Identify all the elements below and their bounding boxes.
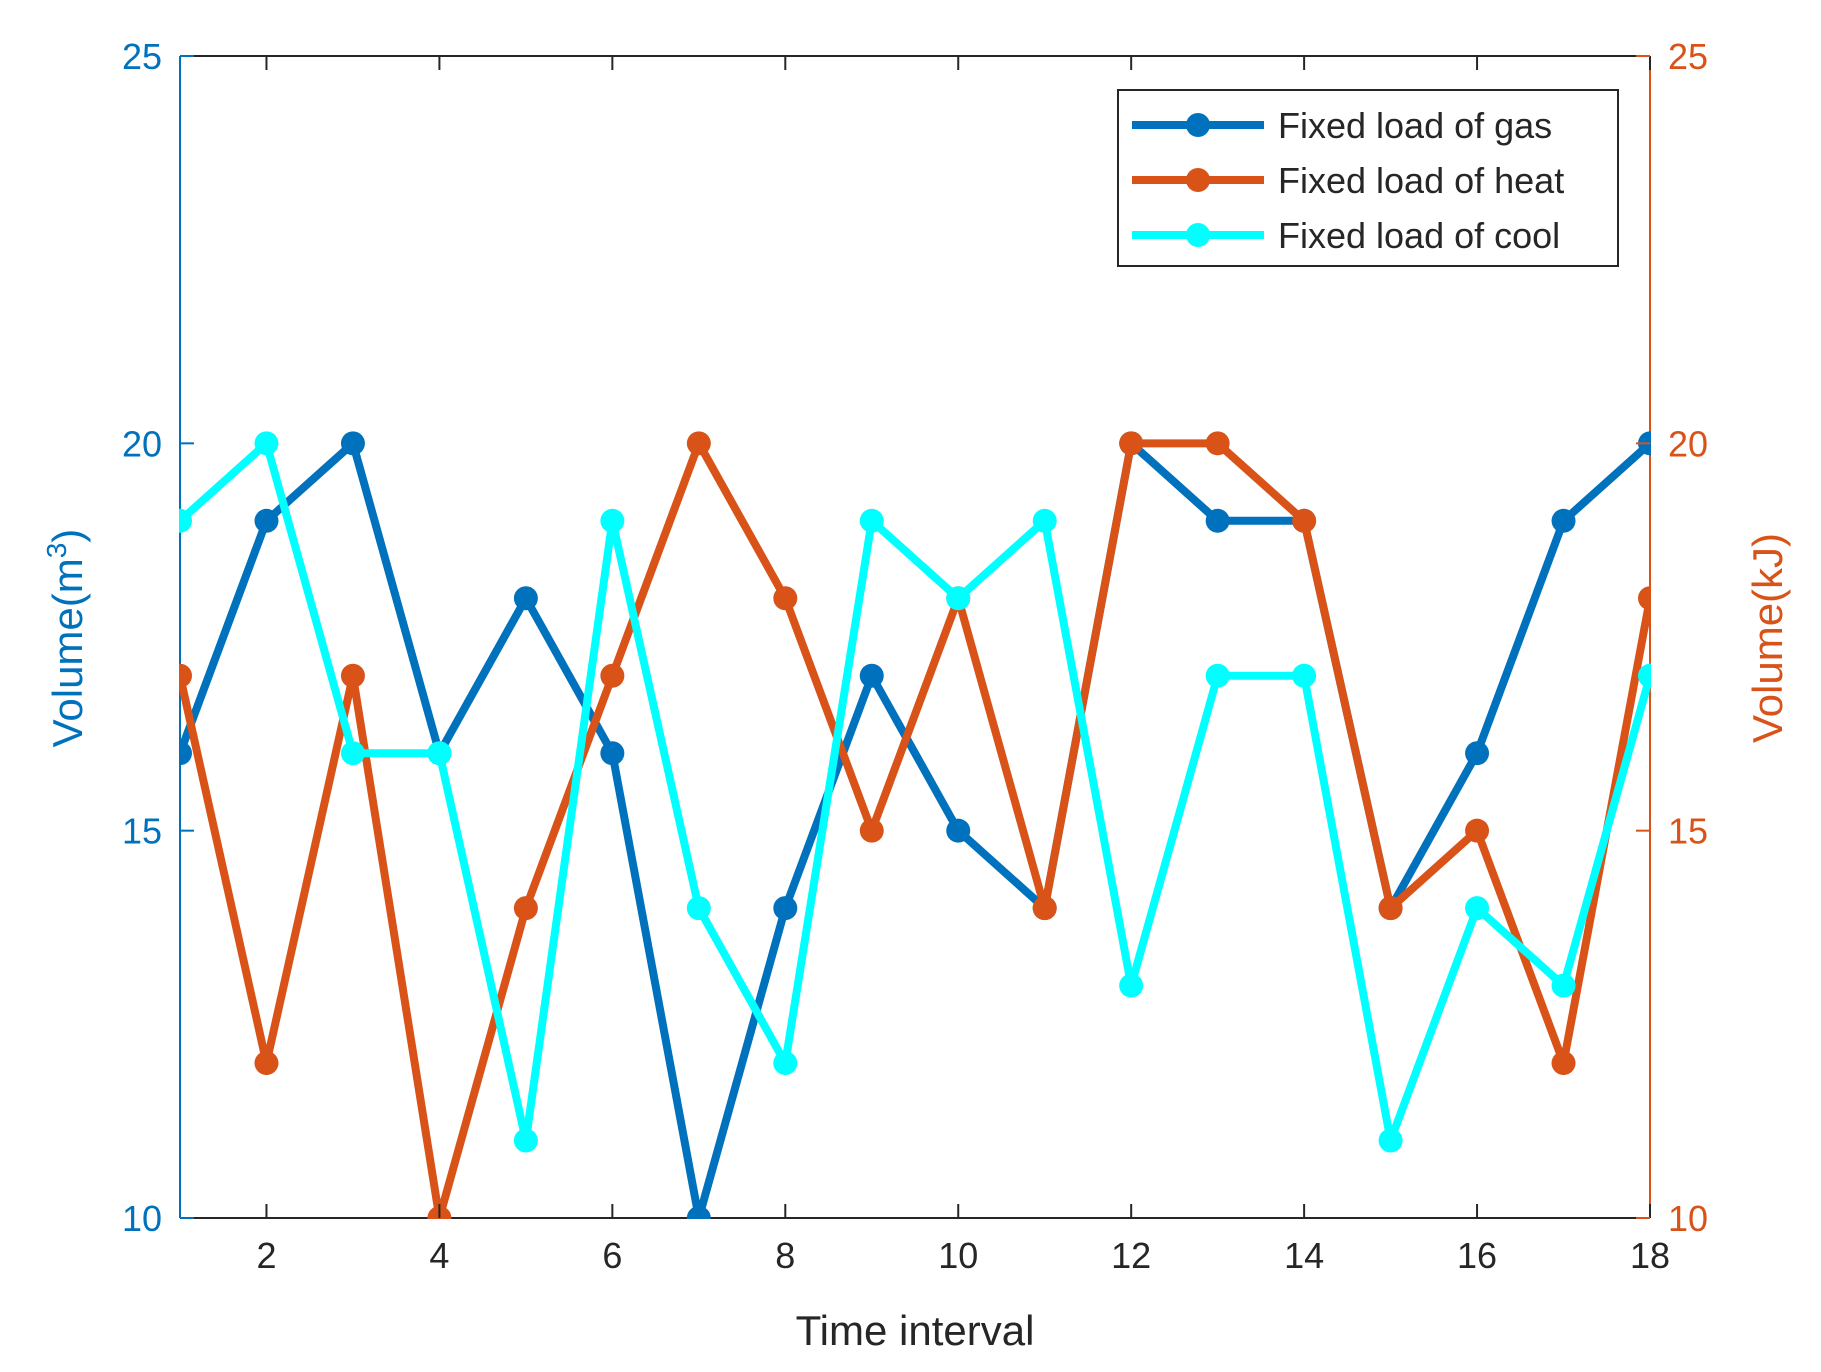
point-cool-18 — [1638, 663, 1651, 688]
point-cool-10 — [946, 586, 971, 611]
point-gas-10 — [946, 818, 971, 843]
legend-marker-cool — [1186, 223, 1210, 247]
point-heat-13 — [1205, 431, 1230, 456]
point-cool-11 — [1032, 508, 1057, 533]
series-line-cool — [179, 439, 1651, 1145]
y-axis-right-title: Volume(kJ) — [1744, 533, 1791, 743]
x-tick-label-18: 18 — [1630, 1235, 1670, 1276]
y-axis-left-title: Volume(m3) — [41, 529, 91, 748]
point-gas-9 — [859, 663, 884, 688]
point-gas-3 — [340, 431, 365, 456]
series-cool — [179, 431, 1651, 1153]
point-cool-5 — [513, 1128, 538, 1153]
point-cool-13 — [1205, 663, 1230, 688]
point-gas-8 — [773, 896, 798, 921]
point-gas-16 — [1465, 741, 1490, 766]
legend-entry-cool: Fixed load of cool — [1132, 215, 1560, 256]
y-left-tick-label-20: 20 — [122, 423, 162, 464]
point-gas-5 — [513, 586, 538, 611]
x-tick-label-16: 16 — [1457, 1235, 1497, 1276]
point-heat-6 — [600, 663, 625, 688]
series-heat — [179, 431, 1651, 1219]
point-heat-8 — [773, 586, 798, 611]
point-gas-1 — [179, 741, 192, 766]
point-heat-1 — [179, 663, 192, 688]
legend-label-gas: Fixed load of gas — [1278, 105, 1552, 146]
point-heat-18 — [1638, 586, 1651, 611]
y-right-tick-label-25: 25 — [1668, 36, 1708, 77]
y-axis-left-title-close: ) — [44, 529, 91, 543]
y-left-tick-label-10: 10 — [122, 1198, 162, 1239]
x-tick-label-2: 2 — [256, 1235, 276, 1276]
point-heat-11 — [1032, 896, 1057, 921]
series-line-gas — [179, 439, 1651, 1219]
point-heat-7 — [686, 431, 711, 456]
point-cool-6 — [600, 508, 625, 533]
series-layer — [179, 431, 1651, 1219]
x-tick-label-14: 14 — [1284, 1235, 1324, 1276]
legend-label-cool: Fixed load of cool — [1278, 215, 1560, 256]
legend-marker-heat — [1186, 168, 1210, 192]
point-cool-4 — [427, 741, 452, 766]
point-gas-7 — [686, 1206, 711, 1219]
x-tick-label-6: 6 — [602, 1235, 622, 1276]
plot-frame — [179, 55, 1651, 1219]
y-axis-left-title-text: Volume(m — [44, 558, 91, 747]
x-axis-title: Time interval — [796, 1307, 1035, 1354]
point-gas-6 — [600, 741, 625, 766]
point-heat-9 — [859, 818, 884, 843]
point-heat-14 — [1292, 508, 1317, 533]
x-tick-label-12: 12 — [1111, 1235, 1151, 1276]
legend-entry-gas: Fixed load of gas — [1132, 105, 1552, 146]
y-axis-left-title-superscript: 3 — [41, 543, 72, 559]
point-heat-12 — [1119, 431, 1144, 456]
series-line-heat — [179, 439, 1651, 1219]
y-left-tick-label-25: 25 — [122, 36, 162, 77]
x-tick-label-4: 4 — [429, 1235, 449, 1276]
point-cool-15 — [1378, 1128, 1403, 1153]
point-cool-2 — [254, 431, 279, 456]
y-right-tick-label-10: 10 — [1668, 1198, 1708, 1239]
point-heat-17 — [1551, 1051, 1576, 1076]
x-tick-label-10: 10 — [938, 1235, 978, 1276]
x-tick-label-8: 8 — [775, 1235, 795, 1276]
point-cool-9 — [859, 508, 884, 533]
point-gas-2 — [254, 508, 279, 533]
point-cool-16 — [1465, 896, 1490, 921]
y-left-tick-label-15: 15 — [122, 811, 162, 852]
point-cool-8 — [773, 1051, 798, 1076]
point-cool-17 — [1551, 973, 1576, 998]
y-right-tick-label-15: 15 — [1668, 811, 1708, 852]
point-cool-14 — [1292, 663, 1317, 688]
point-heat-5 — [513, 896, 538, 921]
legend-marker-gas — [1186, 113, 1210, 137]
point-heat-15 — [1378, 896, 1403, 921]
point-gas-13 — [1205, 508, 1230, 533]
legend-entry-heat: Fixed load of heat — [1132, 160, 1564, 201]
point-cool-1 — [179, 508, 192, 533]
point-cool-7 — [686, 896, 711, 921]
point-gas-17 — [1551, 508, 1576, 533]
point-heat-3 — [340, 663, 365, 688]
point-cool-12 — [1119, 973, 1144, 998]
legend-label-heat: Fixed load of heat — [1278, 160, 1564, 201]
point-heat-16 — [1465, 818, 1490, 843]
point-cool-3 — [340, 741, 365, 766]
point-heat-2 — [254, 1051, 279, 1076]
y-right-tick-label-20: 20 — [1668, 423, 1708, 464]
legend: Fixed load of gas Fixed load of heat Fix… — [1117, 89, 1619, 267]
